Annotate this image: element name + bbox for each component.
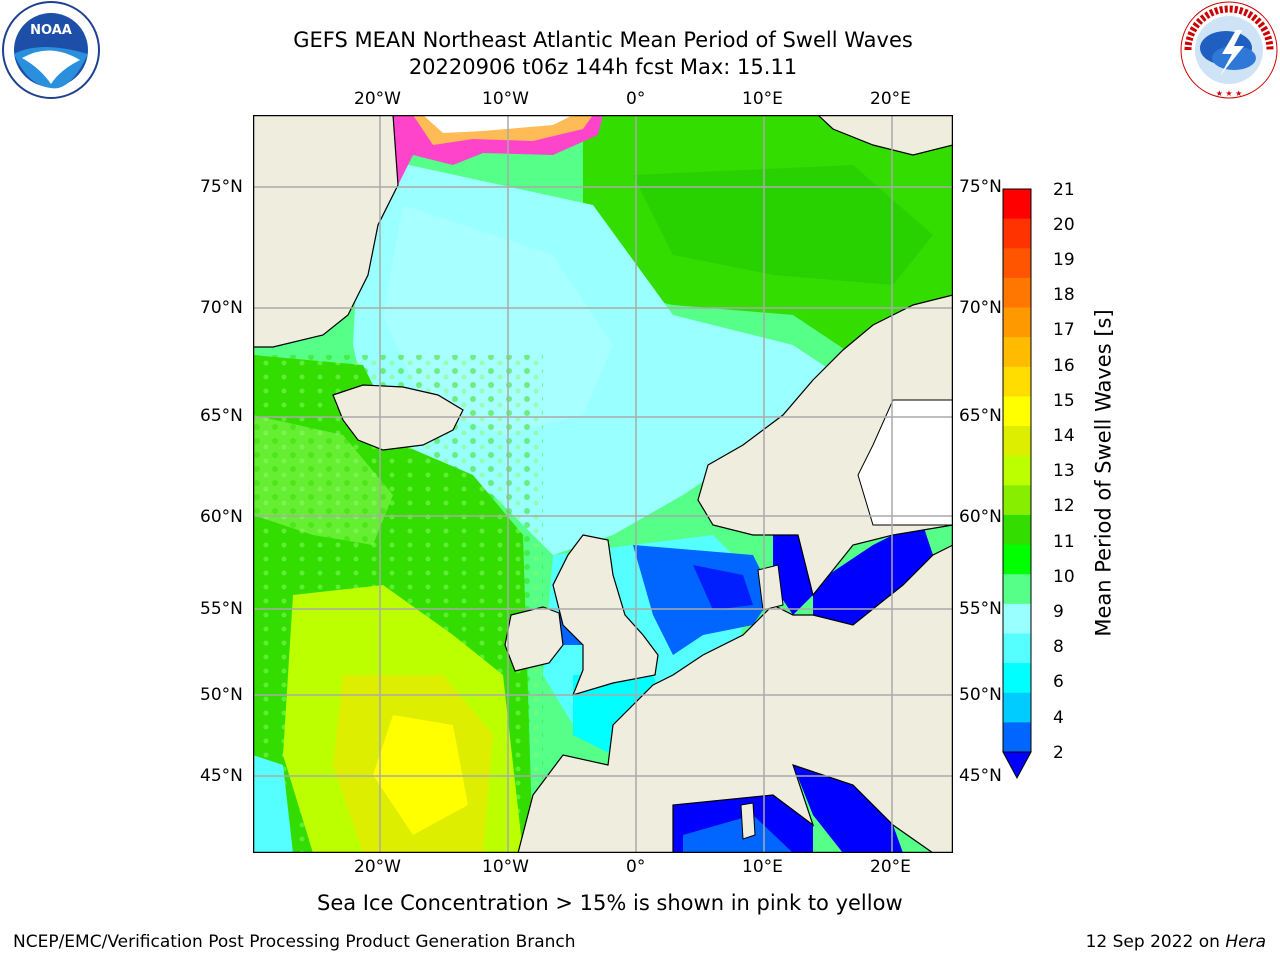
colorbar-swatch bbox=[1003, 603, 1031, 634]
colorbar-extend-arrow bbox=[1002, 751, 1032, 780]
colorbar-swatches bbox=[1003, 189, 1031, 753]
colorbar-tick: 21 bbox=[1053, 180, 1075, 200]
colorbar-swatch bbox=[1003, 574, 1031, 605]
colorbar bbox=[1002, 188, 1032, 780]
colorbar-swatch bbox=[1003, 455, 1031, 486]
lat-label-right: 70°N bbox=[959, 298, 1002, 318]
colorbar-frame bbox=[1002, 188, 1032, 753]
colorbar-tick: 13 bbox=[1053, 461, 1075, 481]
svg-text:★ ★ ★: ★ ★ ★ bbox=[1216, 89, 1243, 98]
colorbar-tick: 17 bbox=[1053, 320, 1075, 340]
colorbar-tick: 16 bbox=[1053, 356, 1075, 376]
colorbar-tick: 8 bbox=[1053, 637, 1064, 657]
lon-label-bottom: 20°E bbox=[870, 857, 911, 877]
lat-label-left: 50°N bbox=[200, 685, 243, 705]
colorbar-swatch bbox=[1003, 189, 1031, 220]
colorbar-swatch bbox=[1003, 692, 1031, 723]
colorbar-swatch bbox=[1003, 307, 1031, 338]
lat-label-right: 75°N bbox=[959, 177, 1002, 197]
lat-label-right: 50°N bbox=[959, 685, 1002, 705]
colorbar-tick: 2 bbox=[1053, 743, 1064, 763]
colorbar-tick: 15 bbox=[1053, 391, 1075, 411]
lat-label-right: 65°N bbox=[959, 406, 1002, 426]
colorbar-swatch bbox=[1003, 337, 1031, 368]
colorbar-swatch bbox=[1003, 218, 1031, 249]
lat-label-left: 70°N bbox=[200, 298, 243, 318]
colorbar-swatch bbox=[1003, 544, 1031, 575]
colorbar-tick: 9 bbox=[1053, 602, 1064, 622]
lon-label-top: 20°W bbox=[354, 89, 401, 109]
colorbar-label: Mean Period of Swell Waves [s] bbox=[1092, 308, 1117, 637]
colorbar-swatch bbox=[1003, 514, 1031, 546]
lon-label-top: 10°W bbox=[482, 89, 529, 109]
lat-label-right: 60°N bbox=[959, 507, 1002, 527]
sea-ice-caption: Sea Ice Concentration > 15% is shown in … bbox=[317, 891, 903, 915]
colorbar-swatch bbox=[1003, 663, 1031, 694]
map-frame bbox=[253, 115, 953, 853]
colorbar-swatch bbox=[1003, 396, 1031, 427]
colorbar-tick: 4 bbox=[1053, 708, 1064, 728]
map-gridlines bbox=[253, 115, 953, 853]
lon-label-bottom: 10°E bbox=[742, 857, 783, 877]
map-title: GEFS MEAN Northeast Atlantic Mean Period… bbox=[293, 28, 913, 52]
noaa-logo-text: NOAA bbox=[30, 23, 72, 38]
colorbar-swatch bbox=[1003, 633, 1031, 664]
lat-label-right: 55°N bbox=[959, 599, 1002, 619]
lon-label-top: 0° bbox=[626, 89, 646, 109]
colorbar-tick: 6 bbox=[1053, 672, 1064, 692]
colorbar-swatch bbox=[1003, 426, 1031, 457]
colorbar-tick-labels: 21 20 19 18 17 16 15 14 13 12 11 10 9 8 … bbox=[1050, 180, 1090, 790]
lat-label-right: 45°N bbox=[959, 766, 1002, 786]
colorbar-tick: 19 bbox=[1053, 250, 1075, 270]
lat-label-left: 45°N bbox=[200, 766, 243, 786]
colorbar-label-wrap: Mean Period of Swell Waves [s] bbox=[1084, 180, 1124, 765]
lat-label-left: 55°N bbox=[200, 599, 243, 619]
colorbar-swatch bbox=[1003, 277, 1031, 309]
lon-label-top: 20°E bbox=[870, 89, 911, 109]
lat-label-left: 65°N bbox=[200, 406, 243, 426]
colorbar-tick: 20 bbox=[1053, 215, 1075, 235]
colorbar-tick: 11 bbox=[1053, 532, 1075, 552]
lat-label-left: 60°N bbox=[200, 507, 243, 527]
noaa-logo: NOAA bbox=[2, 1, 100, 99]
lon-label-top: 10°E bbox=[742, 89, 783, 109]
colorbar-tick: 10 bbox=[1053, 567, 1075, 587]
footer-date: 12 Sep 2022 on Hera bbox=[1086, 932, 1266, 952]
swell-period-map bbox=[253, 115, 953, 853]
footer-host: Hera bbox=[1225, 932, 1266, 952]
colorbar-swatch bbox=[1003, 722, 1031, 753]
colorbar-tick: 18 bbox=[1053, 285, 1075, 305]
lat-label-left: 75°N bbox=[200, 177, 243, 197]
lon-label-bottom: 20°W bbox=[354, 857, 401, 877]
colorbar-swatch bbox=[1003, 248, 1031, 279]
colorbar-tick: 14 bbox=[1053, 426, 1075, 446]
map-subtitle: 20220906 t06z 144h fcst Max: 15.11 bbox=[408, 55, 798, 79]
footer-date-text: 12 Sep 2022 on bbox=[1085, 932, 1226, 952]
lon-label-bottom: 0° bbox=[626, 857, 646, 877]
colorbar-swatch bbox=[1003, 485, 1031, 516]
colorbar-tick: 12 bbox=[1053, 496, 1075, 516]
footer-credit: NCEP/EMC/Verification Post Processing Pr… bbox=[13, 932, 576, 952]
nws-logo: ★ ★ ★ bbox=[1180, 1, 1278, 99]
lon-label-bottom: 10°W bbox=[482, 857, 529, 877]
colorbar-swatch bbox=[1003, 366, 1031, 397]
